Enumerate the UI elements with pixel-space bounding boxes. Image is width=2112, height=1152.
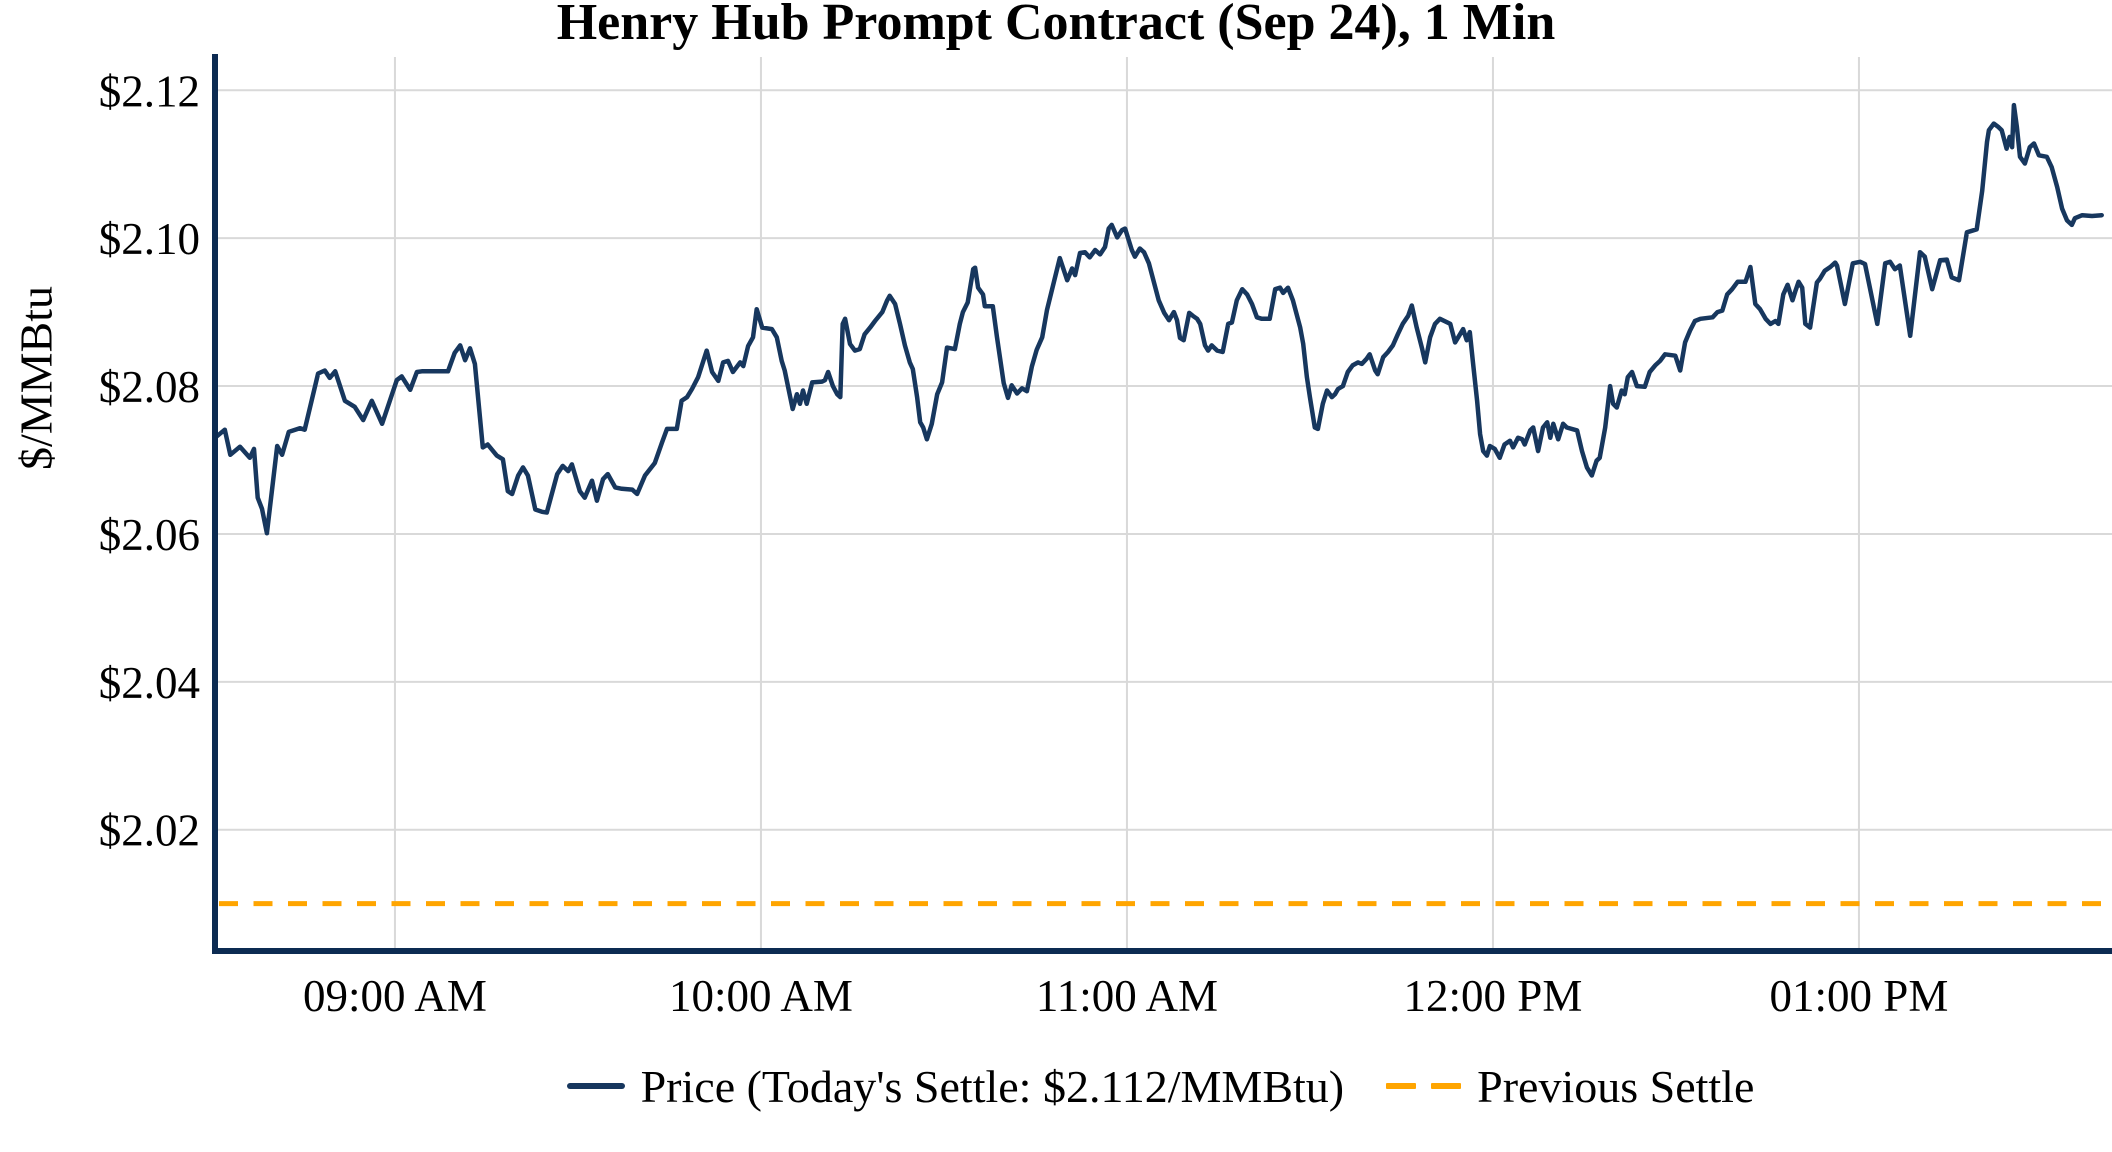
x-tick-label: 12:00 PM [1404,971,1583,1021]
y-tick-label: $2.04 [99,658,200,708]
series [212,102,2104,907]
x-tick-label: 09:00 AM [303,971,487,1021]
gridlines [215,57,2112,951]
y-tick-label: $2.10 [99,214,200,264]
legend-previous-settle-label: Previous Settle [1477,1060,1755,1112]
tick-labels: $2.02 $2.04 $2.06 $2.08 $2.10 $2.12 09:00 AM 10… [99,66,1949,1021]
y-tick-label: $2.06 [99,510,200,560]
x-tick-label: 10:00 AM [669,971,853,1021]
y-tick-label: $2.12 [99,66,200,116]
price-line [212,102,2104,536]
y-tick-label: $2.08 [99,362,200,412]
x-tick-label: 01:00 PM [1770,971,1949,1021]
y-tick-label: $2.02 [99,806,200,856]
price-line-swatch [566,1083,625,1089]
legend: Price (Today's Settle: $2.112/MMBtu) Pre… [215,1054,2106,1118]
previous-settle-swatch [1386,1083,1462,1089]
axes [212,54,2112,954]
chart-title: Henry Hub Prompt Contract (Sep 24), 1 Mi… [556,0,1556,51]
x-tick-label: 11:00 AM [1036,971,1218,1021]
legend-price-label: Price (Today's Settle: $2.112/MMBtu) [640,1060,1345,1112]
